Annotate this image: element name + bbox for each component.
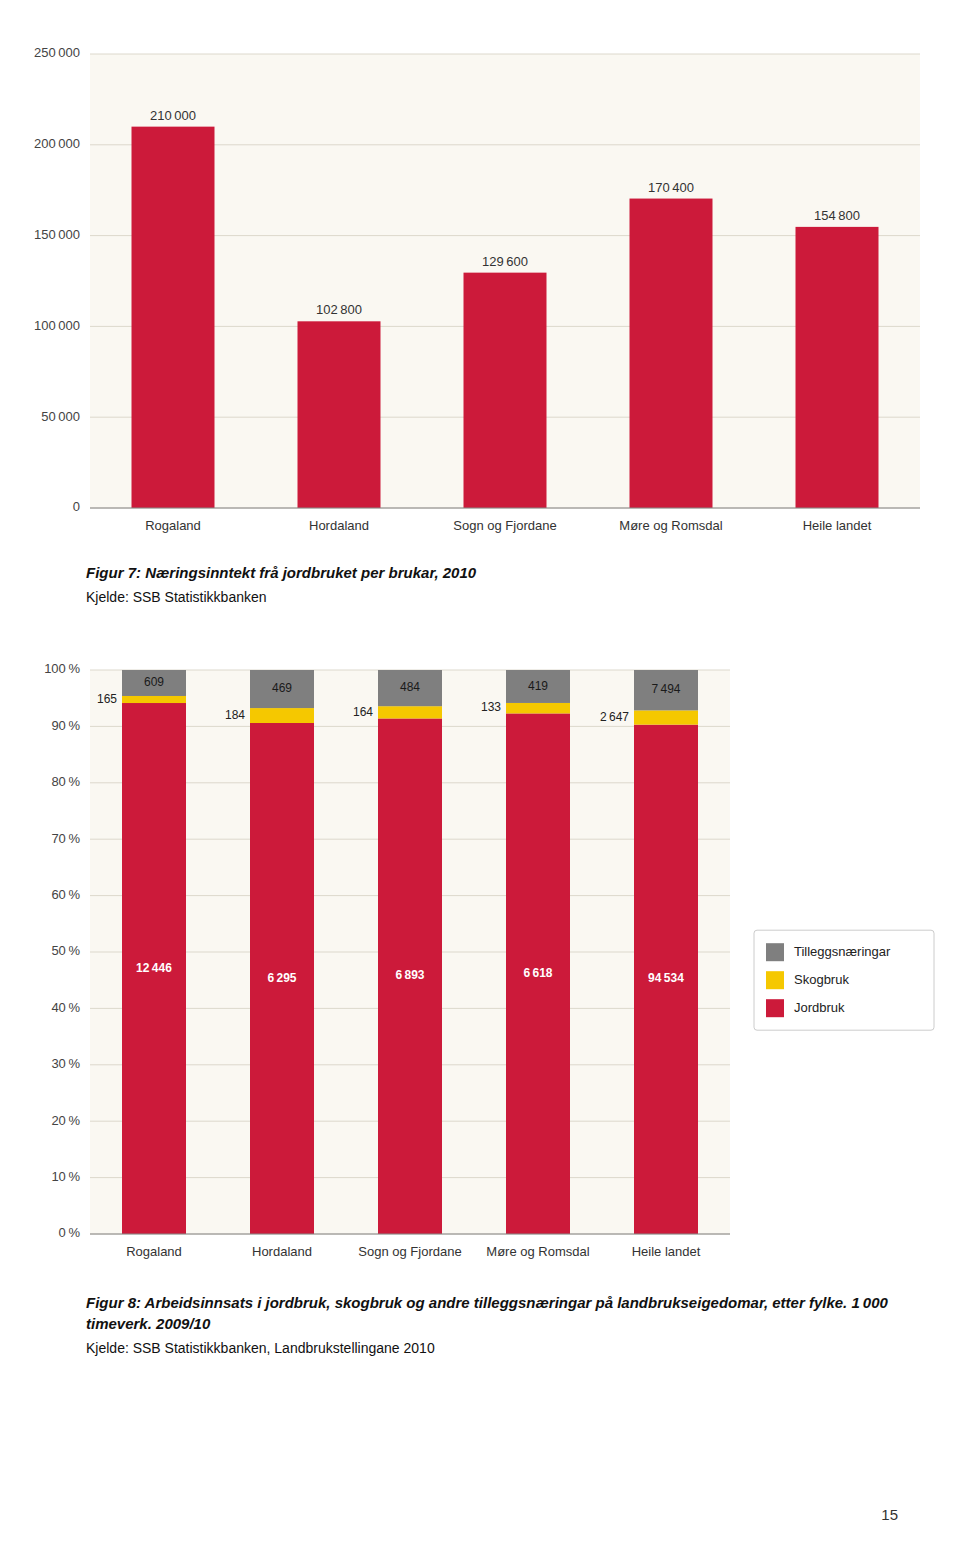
bar-segment xyxy=(506,713,570,1234)
x-tick-label: Hordaland xyxy=(252,1244,312,1259)
y-tick-label: 60 % xyxy=(51,887,80,902)
bar xyxy=(464,273,547,508)
y-tick-label: 30 % xyxy=(51,1056,80,1071)
bar-segment xyxy=(250,670,314,708)
bar-value-label: 210 000 xyxy=(150,108,196,123)
legend-label: Jordbruk xyxy=(794,1000,845,1015)
y-tick-label: 250 000 xyxy=(34,45,80,60)
chart-title: Figur 7: Næringsinntekt frå jordbruket p… xyxy=(86,562,906,583)
segment-label: 12 446 xyxy=(136,961,172,975)
legend-label: Tilleggsnæringar xyxy=(794,944,891,959)
bar-value-label: 170 400 xyxy=(648,180,694,195)
page-number: 15 xyxy=(881,1506,898,1523)
bar-segment xyxy=(378,706,442,718)
y-tick-label: 0 xyxy=(73,499,80,514)
bar-segment xyxy=(634,670,698,710)
source-note: Kjelde: SSB Statistikkbanken, Landbrukst… xyxy=(86,1340,906,1356)
segment-label: 6 295 xyxy=(267,971,296,985)
marks xyxy=(122,670,698,1234)
bar-segment xyxy=(122,703,186,1234)
legend-frame xyxy=(754,930,934,1030)
y-tick-label: 50 % xyxy=(51,943,80,958)
segment-label: 7 494 xyxy=(651,682,680,696)
data-labels: 12 446 6 295 6 893 6 618 94 534 165 184 164 133 2… xyxy=(97,675,684,985)
bar xyxy=(132,127,215,508)
bar-segment xyxy=(122,670,186,696)
plot-background xyxy=(90,670,730,1234)
y-tick-label: 10 % xyxy=(51,1169,80,1184)
x-tick-label: Møre og Romsdal xyxy=(619,518,722,533)
segment-label: 133 xyxy=(481,700,501,714)
data-labels: 210 000 102 800 129 600 170 400 154 800 xyxy=(150,108,860,318)
x-tick-label: Sogn og Fjordane xyxy=(453,518,556,533)
y-tick-label: 100 000 xyxy=(34,318,80,333)
y-tick-label: 100 % xyxy=(44,661,80,676)
segment-label: 6 893 xyxy=(395,968,424,982)
x-tick-label: Hordaland xyxy=(309,518,369,533)
segment-label: 609 xyxy=(144,675,164,689)
grid-line xyxy=(90,508,920,509)
x-tick-label: Rogaland xyxy=(145,518,201,533)
y-tick-label: 200 000 xyxy=(34,136,80,151)
segment-label: 165 xyxy=(97,692,117,706)
y-tick-label: 70 % xyxy=(51,831,80,846)
segment-label: 484 xyxy=(400,680,420,694)
y-tick-label: 150 000 xyxy=(34,227,80,242)
y-tick-label: 90 % xyxy=(51,718,80,733)
bar xyxy=(630,199,713,508)
legend-swatch xyxy=(766,999,784,1017)
bar xyxy=(796,227,879,508)
plot-background xyxy=(90,54,920,508)
grid xyxy=(90,670,730,1234)
bar-segment xyxy=(506,670,570,703)
bar-value-label: 102 800 xyxy=(316,302,362,317)
grid-line xyxy=(90,54,920,55)
segment-label: 94 534 xyxy=(648,971,684,985)
x-tick-label: Sogn og Fjordane xyxy=(358,1244,461,1259)
grid-line xyxy=(90,1234,730,1235)
chart-svg: 0 50 000 100 000 150 000 200 000 250 000 210 0… xyxy=(0,24,960,554)
bar-value-label: 154 800 xyxy=(814,208,860,223)
bar-segment xyxy=(250,723,314,1234)
grid xyxy=(90,54,920,508)
chart-title: Figur 8: Arbeidsinnsats i jordbruk, skog… xyxy=(86,1292,906,1334)
bar-segment xyxy=(250,708,314,723)
x-tick-label: Heile landet xyxy=(632,1244,701,1259)
y-tick-label: 40 % xyxy=(51,1000,80,1015)
segment-label: 6 618 xyxy=(523,966,552,980)
bar-segment xyxy=(122,696,186,703)
legend-label: Skogbruk xyxy=(794,972,849,987)
segment-label: 469 xyxy=(272,681,292,695)
marks xyxy=(132,127,879,508)
x-tick-label: Møre og Romsdal xyxy=(486,1244,589,1259)
y-tick-label: 0 % xyxy=(59,1225,81,1240)
legend: Tilleggsnæringar Skogbruk Jordbruk xyxy=(754,930,934,1030)
x-axis-line xyxy=(90,508,920,509)
bar-value-label: 129 600 xyxy=(482,254,528,269)
y-tick-label: 80 % xyxy=(51,774,80,789)
caption: Figur 8: Arbeidsinnsats i jordbruk, skog… xyxy=(86,1292,906,1356)
legend-swatch xyxy=(766,943,784,961)
x-tick-label: Heile landet xyxy=(803,518,872,533)
bar-segment xyxy=(506,703,570,713)
legend-swatch xyxy=(766,971,784,989)
segment-label: 419 xyxy=(528,679,548,693)
bar-segment xyxy=(634,710,698,724)
bar xyxy=(298,321,381,508)
bar-segment xyxy=(634,725,698,1234)
source-note: Kjelde: SSB Statistikkbanken xyxy=(86,589,906,605)
segment-label: 184 xyxy=(225,708,245,722)
bar-segment xyxy=(378,718,442,1234)
chart-svg: 0 % 10 % 20 % 30 % 40 % 50 % 60 % 70 % 80 % 90 % 1… xyxy=(0,640,960,1280)
segment-label: 164 xyxy=(353,705,373,719)
y-tick-label: 20 % xyxy=(51,1113,80,1128)
y-tick-label: 50 000 xyxy=(41,409,80,424)
x-axis-line xyxy=(90,1234,730,1235)
x-tick-label: Rogaland xyxy=(126,1244,182,1259)
segment-label: 2 647 xyxy=(600,710,629,724)
bar-segment xyxy=(378,670,442,706)
caption: Figur 7: Næringsinntekt frå jordbruket p… xyxy=(86,562,906,605)
